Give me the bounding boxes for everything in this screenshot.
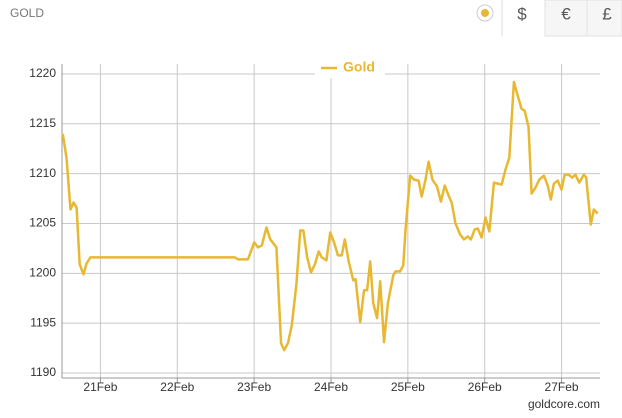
x-tick-label: 21Feb xyxy=(83,380,117,394)
x-tick-label: 23Feb xyxy=(237,380,271,394)
currency-eur[interactable]: € xyxy=(561,4,571,23)
x-tick-label: 24Feb xyxy=(314,380,348,394)
gold-toggle-dot xyxy=(481,9,489,17)
x-tick-label: 26Feb xyxy=(468,380,502,394)
x-tick-label: 25Feb xyxy=(391,380,425,394)
legend-label: Gold xyxy=(343,59,375,75)
y-tick-label: 1205 xyxy=(29,216,56,230)
x-tick-label: 27Feb xyxy=(545,380,579,394)
y-tick-label: 1220 xyxy=(29,66,56,80)
currency-button[interactable] xyxy=(586,0,622,37)
price-line xyxy=(61,80,599,352)
x-tick-label: 22Feb xyxy=(160,380,194,394)
legend-bg xyxy=(315,58,385,78)
y-tick-label: 1190 xyxy=(30,365,56,379)
top-bar xyxy=(0,0,622,36)
y-tick-label: 1200 xyxy=(29,266,56,280)
currency-gbp[interactable]: £ xyxy=(602,4,612,23)
currency-usd[interactable]: $ xyxy=(517,4,527,23)
y-tick-label: 1210 xyxy=(29,166,56,180)
source-credit: goldcore.com xyxy=(528,397,600,411)
currency-button[interactable] xyxy=(544,0,588,37)
page-title: GOLD xyxy=(10,6,44,20)
y-tick-label: 1215 xyxy=(29,116,56,130)
y-tick-label: 1195 xyxy=(30,315,56,329)
